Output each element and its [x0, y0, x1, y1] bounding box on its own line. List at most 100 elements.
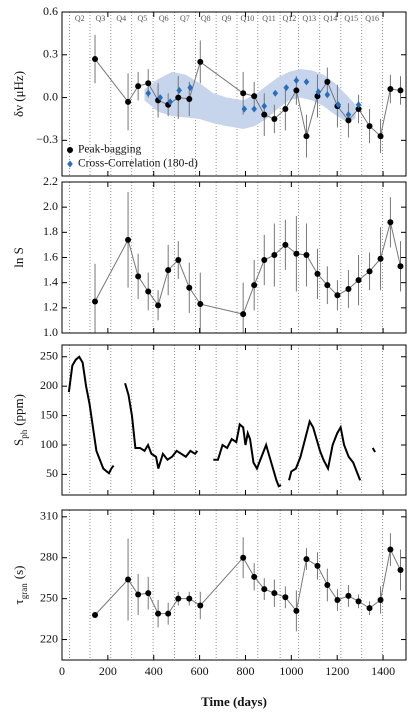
plot-area [69, 510, 404, 660]
quarter-label: Q9 [222, 14, 232, 23]
marker [175, 595, 182, 602]
y-tick-label: 1.4 [43, 274, 58, 288]
marker [334, 597, 341, 603]
marker [355, 101, 362, 109]
y-tick-label: 0.6 [43, 4, 58, 18]
marker [197, 602, 204, 609]
x-tick-label: 200 [99, 664, 117, 678]
marker [240, 554, 247, 561]
series-line [67, 355, 376, 488]
y-label-main: ln S [11, 247, 26, 268]
y-tick-label: 280 [40, 549, 58, 563]
quarter-label: Q7 [180, 14, 190, 23]
y-tick-label: 220 [40, 631, 58, 645]
marker [314, 562, 321, 569]
marker [261, 102, 268, 110]
marker [303, 251, 310, 258]
marker [314, 93, 321, 100]
legend-label: Peak-bagging [78, 144, 141, 156]
marker [157, 94, 163, 102]
marker [251, 105, 257, 113]
marker [167, 98, 174, 106]
marker [314, 270, 321, 277]
panel: 1.0 1.2 1.4 1.6 1.8 2.0 2.2 ln S [11, 174, 407, 339]
quarter-label: Q14 [323, 14, 337, 23]
y-tick-label: 2.2 [43, 174, 58, 188]
marker [92, 56, 99, 63]
marker [186, 95, 193, 102]
marker [155, 610, 162, 617]
marker [197, 301, 204, 308]
marker [315, 88, 322, 96]
marker [271, 590, 278, 597]
x-tick-label: 800 [236, 664, 254, 678]
marker [293, 607, 300, 614]
y-axis-label: δν (μHz) [11, 71, 26, 117]
x-tick-label: 0 [59, 664, 65, 678]
marker [261, 586, 268, 593]
marker [251, 282, 258, 289]
marker [355, 105, 362, 112]
marker [324, 582, 331, 588]
marker [125, 236, 132, 243]
axes-frame [61, 509, 407, 661]
marker [165, 610, 172, 617]
y-label-sub: gran [19, 583, 29, 599]
legend-label: Cross-Correlation (180-d) [78, 158, 198, 170]
marker [345, 117, 352, 124]
marker [387, 219, 394, 226]
marker [251, 93, 258, 100]
y-label-main: τ [11, 599, 26, 604]
y-axis-label: τgran (s) [11, 566, 29, 605]
plot-area [69, 182, 404, 333]
marker [125, 98, 132, 105]
marker [187, 84, 193, 92]
marker [125, 576, 132, 583]
y-tick-label: 0.0 [43, 89, 58, 103]
marker [135, 591, 142, 598]
x-axis-label: Time (days) [201, 694, 267, 709]
marker [377, 133, 384, 140]
marker [271, 115, 278, 122]
y-label-sub: ph [19, 429, 29, 439]
x-tick-label: 600 [191, 664, 209, 678]
plot-area [69, 12, 404, 176]
y-tick-label: 0.3 [43, 47, 58, 61]
y-tick-label: 1.0 [43, 325, 58, 339]
y-axis-label: ln S [11, 247, 26, 268]
quarter-label: Q2 [75, 14, 85, 23]
marker [293, 250, 300, 257]
y-tick-label: 1.8 [43, 224, 58, 238]
marker [241, 105, 248, 113]
y-tick-label: 2.0 [43, 199, 58, 213]
marker [155, 302, 162, 309]
y-tick-label: 1.6 [43, 249, 58, 263]
x-tick-label: 1400 [371, 664, 395, 678]
axes-frame [61, 344, 407, 496]
x-tick-label: 1000 [279, 664, 303, 678]
marker [145, 590, 152, 597]
marker [240, 90, 247, 97]
quarter-label: Q10 [241, 14, 255, 23]
legend-marker [67, 160, 73, 168]
quarter-label: Q13 [302, 14, 316, 23]
marker [261, 111, 268, 118]
marker [345, 285, 352, 292]
marker [283, 84, 290, 92]
marker [303, 556, 310, 563]
marker [324, 78, 331, 85]
marker [377, 597, 384, 603]
marker [303, 78, 310, 86]
marker [345, 592, 352, 599]
quarter-label: Q16 [365, 14, 379, 23]
marker [293, 76, 300, 84]
axes-frame [61, 11, 407, 177]
marker [272, 89, 279, 97]
marker [334, 292, 341, 299]
quarter-label: Q3 [96, 14, 106, 23]
y-tick-label: −0.3 [36, 132, 58, 146]
quarter-label: Q12 [282, 14, 296, 23]
y-tick-label: 50 [46, 466, 58, 480]
marker [366, 268, 373, 275]
marker [324, 282, 331, 289]
